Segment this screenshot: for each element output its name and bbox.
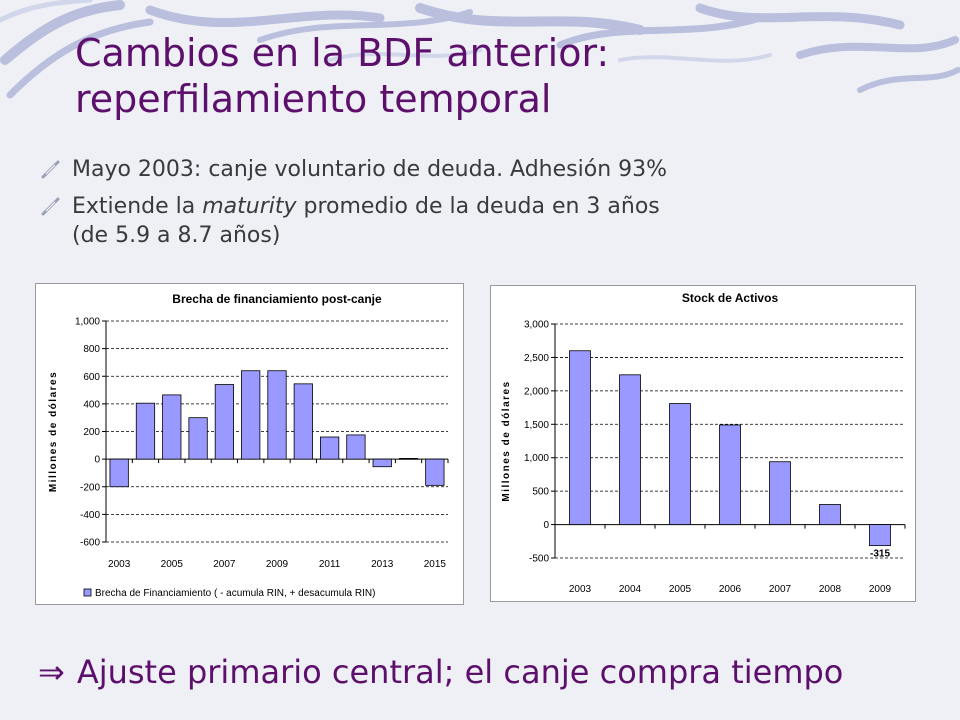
bar	[346, 434, 366, 460]
bar	[569, 350, 591, 525]
y-tick-label: -400	[80, 510, 100, 521]
bar	[320, 436, 340, 460]
bar	[267, 370, 287, 460]
legend-swatch	[83, 588, 92, 597]
implies-arrow-icon: ⇒	[38, 653, 65, 691]
title-line-1: Cambios en la BDF anterior:	[75, 31, 610, 75]
bullet-feather-icon	[41, 197, 60, 216]
x-tick-label: 2005	[669, 584, 692, 595]
legend-label: Brecha de Financiamiento ( - acumula RIN…	[95, 588, 375, 599]
x-tick-label: 2009	[266, 559, 289, 570]
y-tick-label: -500	[529, 554, 549, 565]
y-tick-label: 400	[83, 399, 100, 410]
bullet-2-text-line2: (de 5.9 a 8.7 años)	[72, 223, 281, 248]
chart-title: Stock de Activos	[682, 291, 779, 305]
x-tick-label: 2003	[108, 559, 131, 570]
bar	[109, 458, 129, 488]
bullet-item-1: Mayo 2003: canje voluntario de deuda. Ad…	[40, 155, 920, 184]
bar	[869, 524, 891, 547]
y-tick-label: 1,500	[524, 420, 549, 431]
bar	[669, 403, 691, 525]
bar	[372, 458, 392, 468]
x-tick-label: 2008	[819, 584, 842, 595]
chart-asset-stock: Stock de Activos Millones de dólares -500 0…	[490, 285, 916, 602]
y-tick-label: 200	[83, 427, 100, 438]
y-tick-label: 600	[83, 372, 100, 383]
bullet-2-text-suffix: promedio de la deuda en 3 años	[296, 194, 660, 219]
bullet-item-2: Extiende la maturity promedio de la deud…	[40, 192, 920, 250]
bullet-2-text-prefix: Extiende la	[72, 194, 203, 219]
bar	[619, 374, 641, 525]
bar	[162, 394, 182, 460]
y-tick-label: 0	[543, 520, 549, 531]
x-tick-label: 2011	[319, 559, 341, 570]
y-tick-label: 2,500	[524, 353, 549, 364]
bar	[135, 402, 156, 460]
bar	[819, 504, 841, 525]
x-tick-label: 2013	[371, 559, 394, 570]
x-tick-label: 2004	[619, 584, 642, 595]
bar	[214, 384, 234, 460]
y-axis-label: Millones de dólares	[501, 380, 512, 501]
y-tick-label: 2,000	[524, 386, 549, 397]
slide-title: Cambios en la BDF anterior: reperfilamie…	[75, 30, 935, 122]
title-line-2: reperfilamiento temporal	[75, 77, 552, 121]
y-tick-label: 800	[83, 344, 100, 355]
x-tick-label: 2005	[161, 559, 184, 570]
bar	[719, 424, 741, 525]
y-tick-label: -600	[80, 538, 100, 549]
bar	[425, 458, 445, 486]
y-axis-label: Millones de dólares	[48, 371, 59, 492]
bar	[241, 370, 261, 460]
bullet-feather-icon	[41, 160, 60, 179]
bar	[769, 461, 791, 525]
bullet-2-text-italic: maturity	[202, 194, 297, 219]
chart-financing-gap-svg: Brecha de financiamiento post-canje Millo…	[48, 292, 449, 599]
y-tick-label: 1,000	[524, 453, 549, 464]
y-tick-label: 500	[532, 487, 549, 498]
chart-title: Brecha de financiamiento post-canje	[172, 292, 382, 306]
conclusion-line: ⇒ Ajuste primario central; el canje compr…	[38, 650, 938, 694]
y-tick-label: -200	[80, 482, 100, 493]
y-tick-label: 1,000	[75, 317, 100, 328]
chart-asset-stock-svg: Stock de Activos Millones de dólares -500 0…	[501, 291, 906, 595]
chart-financing-gap: Brecha de financiamiento post-canje Millo…	[35, 283, 464, 605]
bar	[293, 383, 313, 460]
bullet-1-text: Mayo 2003: canje voluntario de deuda. Ad…	[72, 157, 668, 182]
x-tick-label: 2007	[213, 559, 236, 570]
data-label: -315	[870, 549, 890, 560]
bullet-list: Mayo 2003: canje voluntario de deuda. Ad…	[40, 155, 920, 258]
conclusion-text: Ajuste primario central; el canje compra…	[76, 653, 844, 691]
x-tick-label: 2006	[719, 584, 742, 595]
x-tick-label: 2007	[769, 584, 792, 595]
y-tick-label: 0	[94, 455, 100, 466]
bar	[188, 417, 208, 460]
y-tick-label: 3,000	[524, 320, 549, 331]
x-tick-label: 2015	[424, 559, 447, 570]
x-tick-label: 2003	[569, 584, 592, 595]
x-tick-label: 2009	[869, 584, 892, 595]
bar	[398, 458, 419, 460]
